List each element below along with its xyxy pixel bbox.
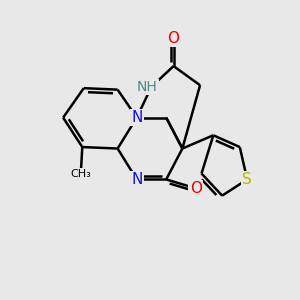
Text: O: O	[168, 31, 180, 46]
Text: CH₃: CH₃	[70, 169, 91, 178]
Text: N: N	[131, 110, 142, 125]
Text: O: O	[190, 181, 202, 196]
Text: N: N	[131, 172, 142, 187]
Text: NH: NH	[137, 80, 158, 94]
Text: S: S	[242, 172, 252, 187]
